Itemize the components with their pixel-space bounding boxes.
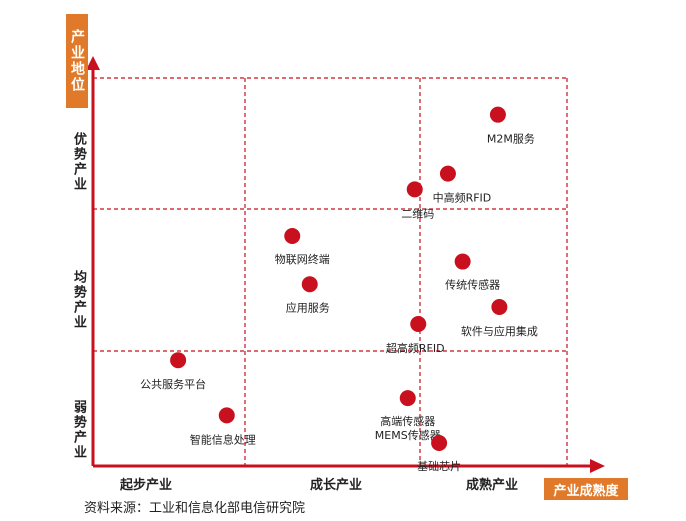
source-note: 资料来源：工业和信息化部电信研究院 <box>84 501 306 516</box>
data-label-9: 公共服务平台 <box>140 377 206 391</box>
data-point-9 <box>170 352 187 369</box>
data-point-8 <box>410 316 427 333</box>
data-point-3 <box>406 181 423 198</box>
grid-lines <box>93 77 568 466</box>
data-point-10 <box>399 390 416 407</box>
data-point-6 <box>301 276 318 293</box>
data-label-3: 二维码 <box>401 207 434 220</box>
data-label-10-2: MEMS传感器 <box>375 429 441 442</box>
x-axis-title: 产业成熟度 <box>544 478 628 500</box>
data-point-4 <box>284 227 301 244</box>
data-label-7: 软件与应用集成 <box>461 324 538 338</box>
data-label-8: 超高频RFID <box>386 341 445 355</box>
data-point-7 <box>491 298 508 315</box>
y-band-label-balanced: 均势产业 <box>71 270 86 330</box>
data-label-11: 智能信息处理 <box>190 432 256 446</box>
data-label-5: 传统传感器 <box>445 279 500 292</box>
data-point-11 <box>218 407 235 424</box>
data-label-1: M2M服务 <box>487 133 535 146</box>
data-label-4: 物联网终端 <box>275 252 330 266</box>
y-band-label-strong: 优势产业 <box>71 132 86 192</box>
y-band-label-weak: 弱势产业 <box>71 400 86 460</box>
axes <box>86 56 605 473</box>
data-point-12 <box>431 435 448 451</box>
x-band-label-mature: 成熟产业 <box>466 478 519 493</box>
data-point-2 <box>439 165 456 182</box>
x-band-label-emerging: 起步产业 <box>120 478 173 493</box>
y-axis-arrow <box>86 56 100 70</box>
data-label-2: 中高频RFID <box>433 191 492 205</box>
data-point-1 <box>489 106 506 123</box>
y-axis-title: 产业地位 <box>66 14 88 108</box>
x-axis-arrow <box>590 459 605 473</box>
data-label-6: 应用服务 <box>286 300 330 314</box>
data-point-5 <box>454 253 471 270</box>
data-label-10-1: 高端传感器 <box>380 414 435 428</box>
x-band-label-growth: 成长产业 <box>310 478 363 493</box>
data-label-12: 基础芯片 <box>417 459 461 473</box>
